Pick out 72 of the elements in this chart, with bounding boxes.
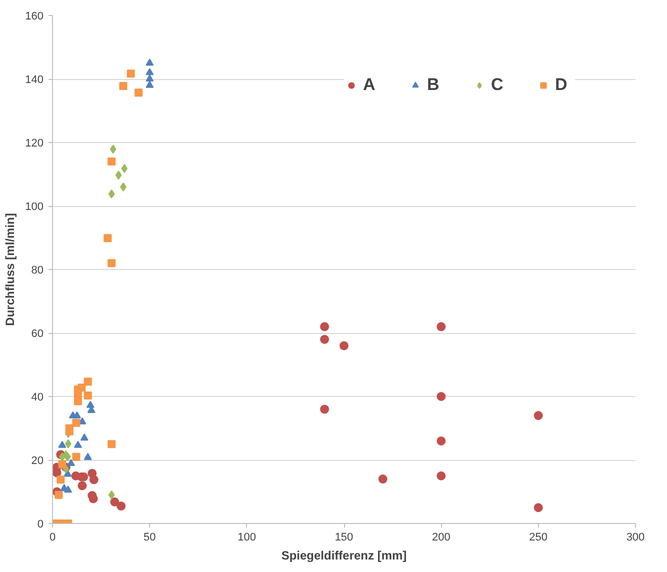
point — [126, 70, 135, 78]
y-tick-label: 0 — [37, 518, 44, 530]
y-tick-label: 160 — [25, 10, 44, 22]
point — [436, 471, 446, 480]
x-tick-label: 200 — [432, 532, 450, 544]
point — [78, 481, 87, 490]
point — [436, 322, 446, 332]
point — [108, 158, 116, 166]
y-tick-label: 140 — [25, 74, 44, 86]
x-tick-label: 250 — [529, 532, 548, 544]
x-axis-title: Spiegeldifferenz [mm] — [281, 548, 407, 562]
y-tick-label: 60 — [31, 328, 44, 340]
x-tick-label: 50 — [144, 532, 156, 544]
point — [56, 476, 65, 484]
point — [119, 82, 128, 90]
point — [74, 440, 82, 448]
point — [108, 189, 115, 198]
point — [84, 452, 92, 460]
point — [84, 392, 92, 400]
point — [65, 427, 74, 436]
point — [108, 440, 116, 448]
point — [72, 418, 80, 427]
point — [71, 471, 80, 480]
point — [320, 322, 330, 332]
point — [121, 164, 128, 174]
point — [86, 400, 94, 408]
legend-label: A — [363, 75, 376, 95]
point — [146, 74, 154, 82]
point — [66, 458, 75, 466]
point — [116, 502, 126, 511]
point — [320, 404, 330, 414]
point — [58, 440, 66, 448]
point — [146, 58, 154, 66]
point — [89, 475, 98, 484]
point — [108, 259, 116, 268]
x-tick-label: 0 — [49, 532, 56, 544]
point — [108, 490, 115, 500]
legend-label: D — [555, 75, 568, 95]
point — [146, 80, 154, 88]
point — [146, 68, 154, 76]
legend-label: B — [427, 75, 440, 95]
point — [115, 170, 122, 180]
point — [134, 88, 143, 97]
point — [72, 411, 81, 418]
point — [64, 486, 72, 493]
point — [320, 334, 330, 344]
point — [84, 378, 92, 386]
y-tick-label: 80 — [31, 264, 44, 276]
point — [378, 474, 388, 484]
point — [64, 470, 72, 477]
y-tick-label: 100 — [25, 201, 44, 213]
y-tick-label: 120 — [25, 138, 44, 150]
point — [110, 144, 116, 154]
point — [80, 434, 88, 441]
legend-label: C — [491, 75, 504, 95]
y-tick-label: 20 — [31, 455, 44, 467]
point — [110, 497, 120, 506]
point — [58, 460, 66, 468]
point — [340, 341, 348, 350]
point — [436, 392, 446, 401]
point — [534, 503, 543, 512]
point — [534, 411, 543, 420]
point — [436, 436, 446, 446]
point — [72, 452, 80, 461]
x-tick-label: 300 — [626, 532, 645, 544]
point — [54, 490, 63, 499]
point — [74, 397, 82, 406]
y-tick-label: 40 — [31, 392, 44, 404]
x-tick-label: 150 — [334, 532, 354, 544]
point — [104, 234, 112, 242]
x-tick-label: 100 — [238, 532, 256, 544]
y-axis-title: Durchfluss [ml/min] — [3, 213, 18, 326]
